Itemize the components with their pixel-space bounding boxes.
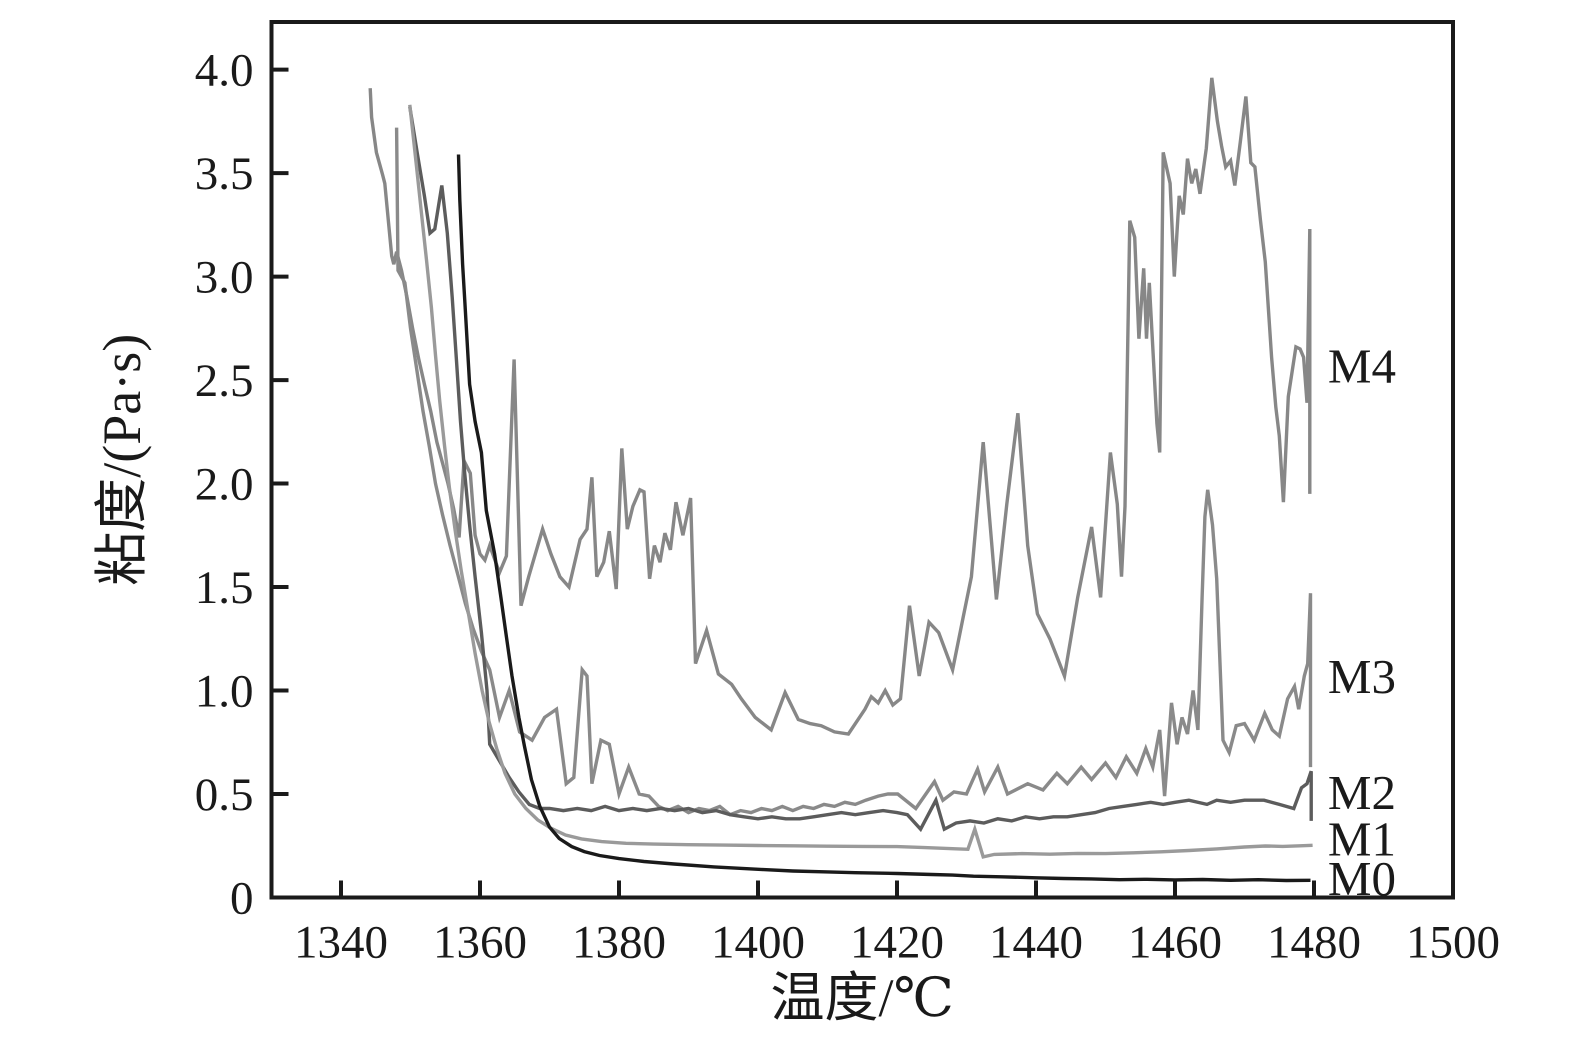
- y-tick-label: 1.0: [195, 666, 254, 718]
- y-tick-label: 2.0: [195, 459, 254, 511]
- y-tick-label: 0: [230, 873, 254, 925]
- series-label-M0: M0: [1328, 851, 1396, 906]
- series-line-M1: [408, 104, 1313, 859]
- x-tick-label: 1340: [294, 917, 388, 969]
- x-tick-label: 1460: [1128, 917, 1222, 969]
- x-tick-label: 1380: [572, 917, 666, 969]
- y-tick-label: 0.5: [195, 769, 254, 821]
- x-tick-label: 1360: [433, 917, 527, 969]
- series-line-M3: [394, 127, 1313, 817]
- y-axis-title: 粘度/(Pa·s): [92, 334, 152, 586]
- plot-frame: [269, 20, 1455, 900]
- y-tick-label: 2.5: [195, 355, 254, 407]
- y-tick-label: 3.5: [195, 148, 254, 200]
- x-tick-label: 1440: [989, 917, 1083, 969]
- x-tick-label: 1400: [711, 917, 805, 969]
- x-tick-label: 1420: [850, 917, 944, 969]
- series-label-M1: M1: [1328, 812, 1396, 867]
- chart-canvas: 0 0.5 1.0 1.5 2.0 2.5 3.0 3.5 4.0 1340 1360 1380 140…: [40, 16, 1575, 1038]
- x-axis-title: 温度/℃: [771, 968, 954, 1028]
- x-tick-label: 1500: [1406, 917, 1500, 969]
- series-line-M2: [408, 106, 1313, 833]
- series-label-M2: M2: [1328, 765, 1396, 820]
- x-tick-label: 1480: [1267, 917, 1361, 969]
- series-label-M3: M3: [1328, 649, 1396, 704]
- series-line-M0: [456, 154, 1311, 883]
- series-label-M4: M4: [1328, 339, 1396, 394]
- chart-background: [40, 16, 1575, 1038]
- viscosity-temperature-chart: 0 0.5 1.0 1.5 2.0 2.5 3.0 3.5 4.0 1340 1360 1380 140…: [40, 16, 1575, 1038]
- y-tick-label: 4.0: [195, 45, 254, 97]
- series-line-M4: [368, 77, 1312, 736]
- y-tick-label: 3.0: [195, 252, 254, 304]
- y-tick-label: 1.5: [195, 562, 254, 614]
